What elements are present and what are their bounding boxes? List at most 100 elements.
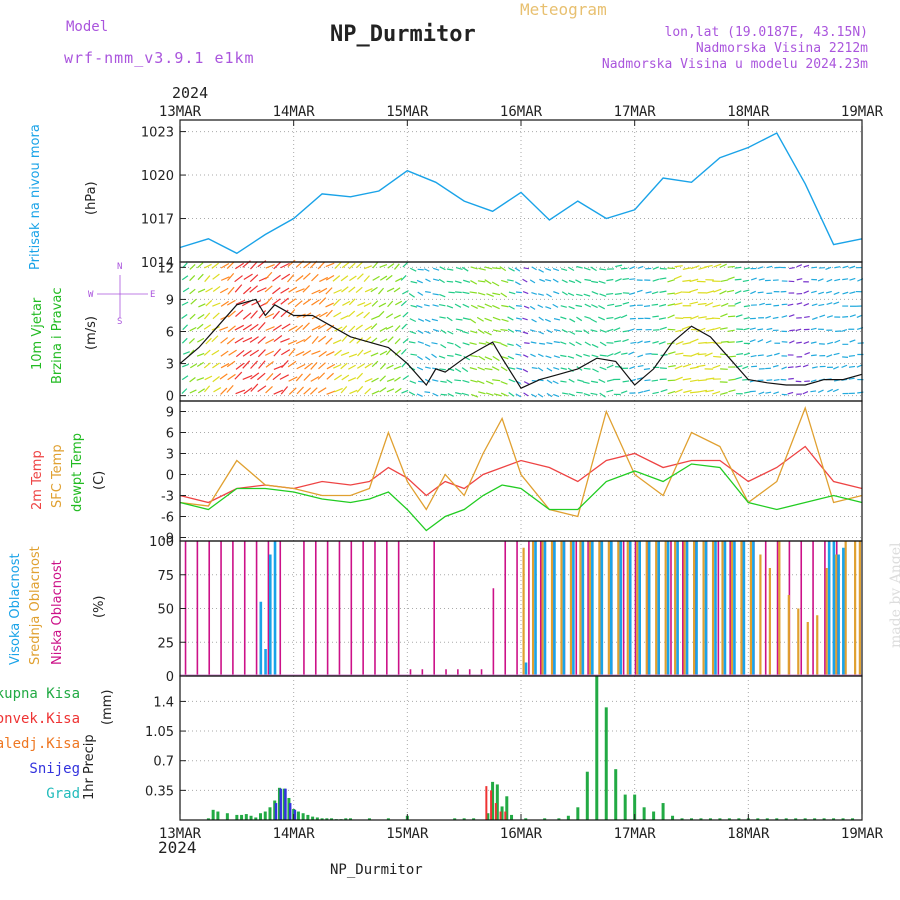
wind-barb <box>181 388 188 394</box>
wind-barb <box>743 316 750 320</box>
wind-barb <box>682 377 692 381</box>
wind-barb <box>203 385 211 393</box>
wind-barb <box>234 371 243 380</box>
wind-barb <box>658 341 666 345</box>
wind-barb <box>476 316 484 322</box>
wind-barb <box>424 378 431 383</box>
high-cloud-bar <box>553 541 556 676</box>
wind-barb <box>294 300 303 308</box>
wind-barb <box>325 262 335 268</box>
wind-barb <box>438 278 445 284</box>
wind-barb <box>226 299 236 306</box>
wind-barb <box>379 387 387 393</box>
wind-speed-line <box>179 298 863 389</box>
wind-barb <box>766 327 773 331</box>
wind-barb <box>682 342 691 345</box>
wind-barb <box>394 263 400 270</box>
total-precip-bar <box>794 818 798 820</box>
wind-barb <box>743 305 751 308</box>
wind-barb <box>318 335 327 343</box>
wind-barb <box>234 324 244 331</box>
conv-precip-bar <box>504 811 507 820</box>
wind-barb <box>833 301 840 305</box>
wind-barb <box>287 339 298 345</box>
wind-barb <box>463 355 471 361</box>
total-precip-bar <box>500 806 504 820</box>
wind-barb <box>492 304 500 310</box>
wind-barb <box>553 291 560 295</box>
wind-barb <box>394 376 401 382</box>
total-precip-bar <box>841 818 845 820</box>
wind-barb <box>302 350 312 357</box>
wind-barb <box>485 380 494 385</box>
y-tick-label: -6 <box>161 511 174 526</box>
wind-barb <box>795 328 802 332</box>
wind-barb <box>668 351 676 355</box>
wind-barb <box>765 340 772 344</box>
total-precip-bar <box>585 771 589 820</box>
wind-barb <box>462 342 470 346</box>
mid-cloud-bar <box>569 541 573 676</box>
wind-barb <box>720 391 728 395</box>
high-cloud-bar <box>704 541 708 676</box>
wind-barb <box>439 293 446 298</box>
wind-barb <box>507 343 514 347</box>
day-label-top: 17MAR <box>614 104 657 120</box>
wind-barb <box>408 292 415 298</box>
wind-barb <box>582 381 590 385</box>
wind-barb <box>614 340 622 343</box>
low-cloud-bar <box>812 541 814 676</box>
wind-barb <box>311 299 320 306</box>
wind-barb <box>203 324 212 330</box>
wind-barb <box>317 387 327 394</box>
wind-barb <box>341 262 350 269</box>
wind-barb <box>628 351 635 356</box>
wind-barb <box>402 290 409 295</box>
wind-barb <box>363 265 372 270</box>
wind-barb <box>303 335 312 343</box>
wind-barb <box>204 275 211 283</box>
wind-barb <box>347 377 357 382</box>
wind-barb <box>249 285 259 293</box>
wind-barb <box>651 291 659 295</box>
wind-barb <box>546 367 553 372</box>
wind-barb <box>628 328 635 332</box>
wind-barb <box>810 327 817 331</box>
wind-barb <box>599 293 607 297</box>
compass-s: S <box>117 317 123 327</box>
wind-barb <box>514 281 521 286</box>
wind-barb <box>781 366 787 370</box>
y-tick-label: 6 <box>166 326 174 341</box>
wind-barb <box>584 316 592 320</box>
wind-barb <box>340 351 350 356</box>
wind-barb <box>431 318 438 322</box>
wind-barb <box>567 292 575 297</box>
wind-barb <box>599 392 606 398</box>
high-cloud-bar <box>837 554 840 676</box>
wind-barb <box>364 363 372 369</box>
wind-barb <box>401 348 407 355</box>
wind-barb <box>658 317 667 320</box>
wind-barb <box>546 329 553 334</box>
wind-barb <box>249 274 259 283</box>
wind-barb <box>455 392 462 395</box>
mid-cloud-bar <box>550 541 554 676</box>
wind-barb <box>561 329 568 333</box>
total-precip-bar <box>453 818 457 820</box>
wind-barb <box>628 292 636 295</box>
wind-barb <box>568 378 575 383</box>
wind-barb <box>356 273 364 280</box>
wind-barb <box>705 290 715 294</box>
wind-barb <box>501 279 509 283</box>
wind-barb <box>788 314 795 318</box>
wind-barb <box>213 387 222 393</box>
elevation-model-label: Nadmorska Visina u modelu 2024.23m <box>601 57 868 72</box>
wind-barb <box>705 341 715 344</box>
wind-barb <box>493 393 502 397</box>
wind-barb <box>438 355 446 359</box>
total-precip-bar <box>268 807 272 820</box>
wind-barb <box>342 300 351 306</box>
wind-barb <box>340 362 348 370</box>
wind-barb <box>424 330 431 334</box>
wind-barb <box>659 277 667 280</box>
